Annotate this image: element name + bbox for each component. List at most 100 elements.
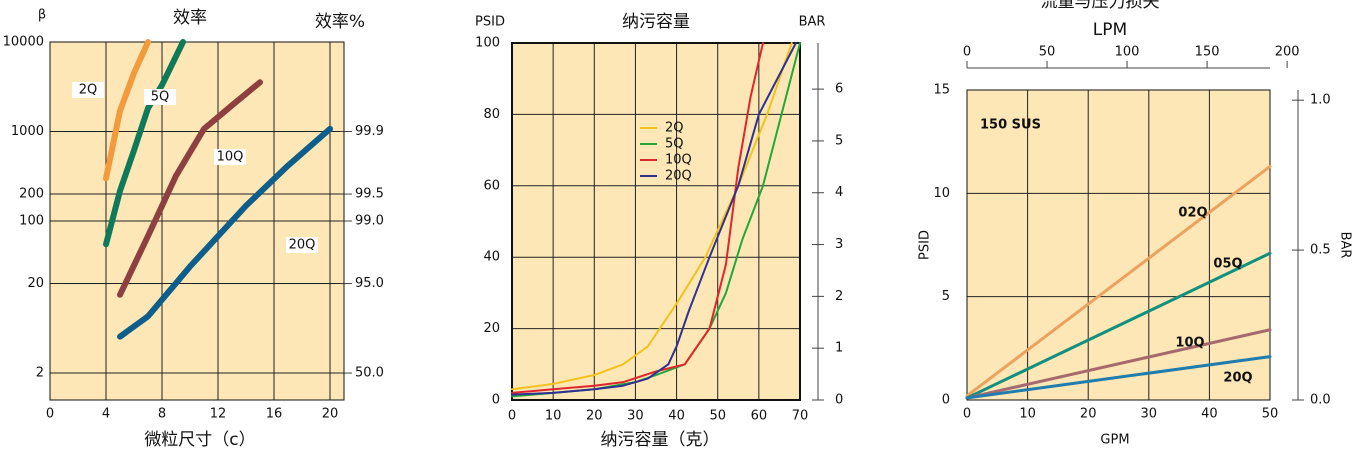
- x-tick-label: 20: [1080, 407, 1097, 422]
- plot-frame: [49, 41, 345, 401]
- x-axis-title: GPM: [1100, 433, 1129, 448]
- y2-tick-label: 1: [835, 341, 843, 356]
- x-tick-label: 30: [627, 409, 644, 424]
- x-tick-label: 70: [792, 409, 809, 424]
- y-tick-label: 5: [942, 289, 950, 304]
- x-tick-label: 50: [1262, 407, 1279, 422]
- chart-title: 效率: [173, 8, 207, 28]
- x2-tick-label: 50: [1039, 45, 1056, 60]
- series-label: 5Q: [151, 90, 170, 105]
- y2-tick-label: 50.0: [355, 366, 384, 381]
- y2-tick-label: 0: [835, 393, 843, 408]
- y2-tick-label: 2: [835, 289, 843, 304]
- series-label: 05Q: [1213, 257, 1242, 272]
- chart-title: 流量与压力损失: [1041, 0, 1160, 12]
- y2-tick-label: 99.9: [355, 124, 384, 139]
- y-tick-label: 80: [483, 107, 500, 122]
- x-tick-label: 60: [751, 409, 768, 424]
- y-tick-label: 0: [492, 393, 500, 408]
- series-label: 20Q: [1223, 371, 1252, 386]
- legend-label: 2Q: [665, 121, 684, 136]
- x-tick-label: 4: [102, 407, 110, 422]
- legend-label: 10Q: [665, 153, 692, 168]
- series-line: [511, 42, 764, 394]
- y2-tick-label: 6: [835, 82, 843, 97]
- y-axis-title: PSID: [918, 230, 933, 260]
- x-tick-label: 0: [508, 409, 516, 424]
- series-label: 20Q: [289, 238, 316, 253]
- y2-tick-label: 95.0: [355, 276, 384, 291]
- plot-frame: [511, 42, 801, 401]
- series-label: 2Q: [79, 83, 98, 98]
- x-tick-label: 8: [158, 407, 166, 422]
- series-line: [117, 125, 333, 340]
- x-tick-label: 16: [266, 407, 283, 422]
- y-tick-label: 10000: [3, 35, 44, 50]
- series-line: [511, 42, 793, 391]
- y2-tick-label: 99.0: [355, 214, 384, 229]
- y-axis-title: β: [38, 8, 46, 23]
- series-label: 10Q: [217, 150, 244, 165]
- legend-label: 20Q: [665, 169, 692, 184]
- y2-tick-label: 4: [835, 185, 843, 200]
- x-tick-label: 30: [1141, 407, 1158, 422]
- y-tick-label: 20: [483, 321, 500, 336]
- y-tick-label: 2: [36, 366, 44, 381]
- y-tick-label: 1000: [11, 124, 44, 139]
- x-axis-title: 微粒尺寸（c）: [144, 430, 255, 450]
- x-tick-label: 50: [709, 409, 726, 424]
- y-tick-label: 60: [483, 178, 500, 193]
- x-tick-label: 10: [1019, 407, 1036, 422]
- series-line: [965, 164, 1272, 398]
- series-label-bg: [144, 89, 176, 105]
- y-tick-label: 100: [475, 36, 500, 51]
- series-line: [965, 251, 1272, 400]
- y-tick-label: 15: [933, 83, 950, 98]
- series-line: [511, 42, 797, 396]
- series-line: [965, 328, 1272, 400]
- plot-area: [967, 90, 1270, 400]
- x-tick-label: 12: [210, 407, 227, 422]
- series-label-bg: [214, 149, 246, 165]
- x-tick-label: 20: [322, 407, 339, 422]
- x-tick-label: 40: [1201, 407, 1218, 422]
- series-line: [965, 355, 1272, 400]
- y-tick-label: 20: [27, 276, 44, 291]
- x2-tick-label: 200: [1275, 45, 1300, 60]
- x-tick-label: 20: [586, 409, 603, 424]
- x2-axis-title: LPM: [1093, 20, 1127, 40]
- y-tick-label: 10: [933, 186, 950, 201]
- x-axis-title: 纳污容量（克）: [601, 430, 720, 450]
- plot-frame: [966, 89, 1271, 401]
- x2-tick-label: 100: [1115, 45, 1140, 60]
- y2-tick-label: 3: [835, 237, 843, 252]
- y-tick-label: 40: [483, 250, 500, 265]
- legend-label: 5Q: [665, 137, 684, 152]
- x-tick-label: 40: [668, 409, 685, 424]
- series-label: 02Q: [1178, 206, 1207, 221]
- y-tick-label: 0: [942, 393, 950, 408]
- plot-area: [512, 43, 800, 400]
- x-tick-label: 0: [46, 407, 54, 422]
- x-tick-label: 10: [545, 409, 562, 424]
- series-line: [103, 39, 151, 182]
- y2-axis-title: BAR: [1338, 232, 1353, 259]
- y2-tick-label: 99.5: [355, 187, 384, 202]
- y2-tick-label: 0.5: [1310, 243, 1331, 258]
- y-tick-label: 200: [19, 187, 44, 202]
- annotation: 150 SUS: [980, 118, 1041, 133]
- x-tick-label: 0: [963, 407, 971, 422]
- x2-tick-label: 150: [1195, 45, 1220, 60]
- y2-tick-label: 0.0: [1310, 393, 1331, 408]
- series-label-bg: [72, 82, 104, 98]
- y2-axis-title: 效率%: [315, 12, 365, 32]
- series-label: 10Q: [1175, 336, 1204, 351]
- y-tick-label: 100: [19, 214, 44, 229]
- chart-title: 纳污容量: [622, 12, 690, 32]
- x2-tick-label: 0: [963, 45, 971, 60]
- y2-tick-label: 1.0: [1310, 93, 1331, 108]
- series-label-bg: [286, 237, 318, 253]
- y2-tick-label: 5: [835, 133, 843, 148]
- series-line: [103, 39, 186, 248]
